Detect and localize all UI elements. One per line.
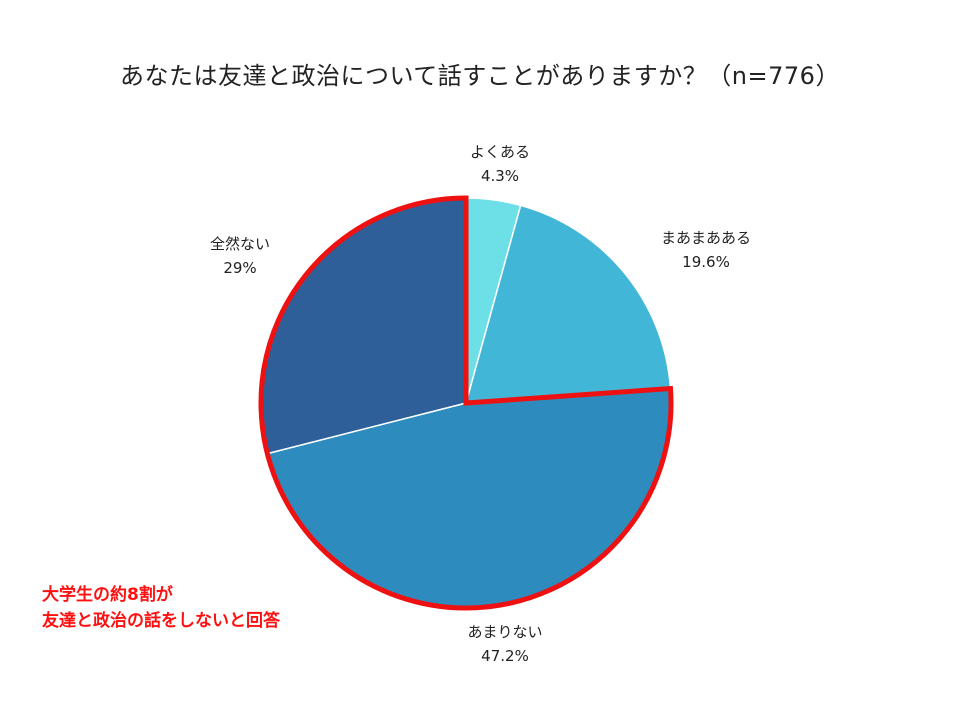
slice-label-value: 29% — [223, 259, 257, 277]
slice-label-yokuaru: よくある 4.3% — [440, 140, 560, 188]
annotation-line-2: 友達と政治の話をしないと回答 — [42, 611, 280, 631]
highlight-outline — [258, 195, 674, 611]
annotation-line-1: 大学生の約8割が — [42, 585, 173, 605]
slice-label-maamaaaru: まあまあある 19.6% — [636, 226, 776, 274]
slice-label-text: よくある — [469, 143, 530, 161]
slice-label-value: 4.3% — [480, 167, 520, 185]
slice-label-text: 全然ない — [209, 235, 270, 253]
slice-label-text: まあまあある — [660, 229, 751, 247]
slice-label-zenzennai: 全然ない 29% — [180, 232, 300, 280]
slice-label-value: 47.2% — [481, 647, 529, 665]
slice-label-amarinai: あまりない 47.2% — [440, 620, 570, 668]
chart-title: あなたは友達と政治について話すことがありますか？（n=776） — [120, 62, 840, 90]
highlight-annotation: 大学生の約8割が 友達と政治の話をしないと回答 — [42, 582, 280, 634]
slice-label-text: あまりない — [467, 623, 543, 641]
slice-label-value: 19.6% — [682, 253, 730, 271]
pie-slice-1 — [464, 204, 672, 404]
